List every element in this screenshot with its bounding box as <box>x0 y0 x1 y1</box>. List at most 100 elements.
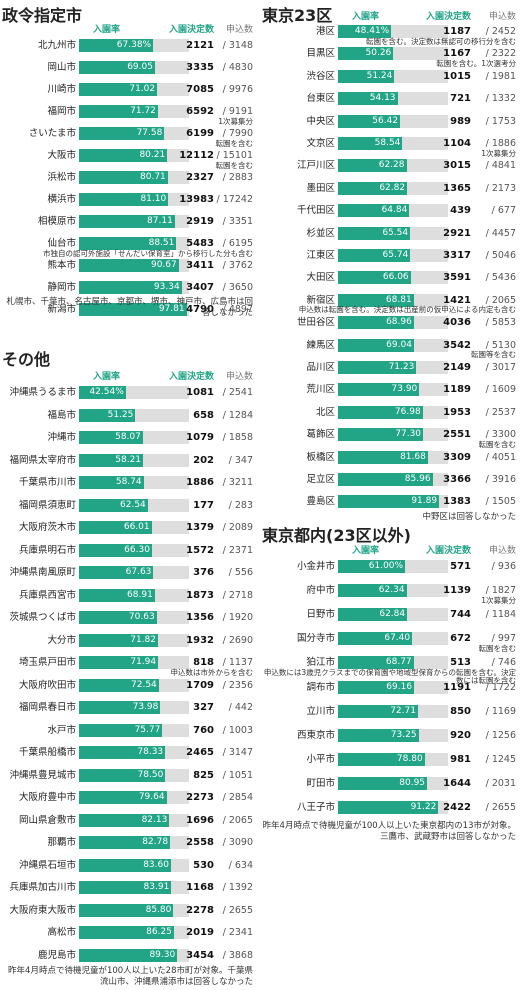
rate-bar <box>338 137 403 150</box>
rate-bar <box>79 903 174 917</box>
row-note: 申込数は転園を含む。決定数は出産前の仮申込による内定も含む <box>298 305 516 315</box>
application-count: 2065 <box>223 814 253 827</box>
application-count: 5046 <box>486 249 516 262</box>
decided-count: 3366 <box>443 474 471 485</box>
rate-bar <box>79 386 126 399</box>
row-label: 新潟市 <box>47 304 76 315</box>
application-count: 2173 <box>486 182 516 195</box>
rate-label: 82.13 <box>141 814 168 825</box>
application-count: 6195 <box>223 237 253 250</box>
rate-label: 70.63 <box>128 612 155 622</box>
rate-bar <box>338 776 428 790</box>
rate-bar <box>79 281 182 294</box>
row-label: 大阪府吹田市 <box>18 679 76 691</box>
rate-bar <box>338 383 420 397</box>
decided-count: 12112 <box>179 150 214 161</box>
row-label: 小平市 <box>306 753 335 765</box>
application-count: 746 <box>492 656 516 669</box>
rate-label: 72.71 <box>390 705 416 716</box>
rate-bar <box>338 428 424 442</box>
rate-bar <box>338 47 394 61</box>
application-count: 347 <box>229 454 253 467</box>
row-label: 鹿児島市 <box>37 949 76 961</box>
decided-count: 2121 <box>186 40 214 51</box>
row-label: 八王子市 <box>296 802 335 813</box>
rate-bar <box>338 704 418 718</box>
row-label: さいたま市 <box>28 128 76 139</box>
rate-label: 81.10 <box>140 194 167 204</box>
rate-bar <box>338 361 417 374</box>
rate-bar <box>338 226 411 240</box>
row-label: 福岡県春日市 <box>18 702 76 713</box>
row-label: 茨城県つくば市 <box>9 612 76 623</box>
application-count: 5436 <box>486 271 516 284</box>
decided-count: 2278 <box>186 904 214 916</box>
decided-count: 1139 <box>443 585 471 597</box>
application-count: 1332 <box>486 92 516 105</box>
rate-bar <box>338 92 398 106</box>
row-label: 横浜市 <box>47 194 76 205</box>
rate-label: 50.26 <box>365 48 392 59</box>
rate-label: 83.60 <box>143 859 169 870</box>
section-title: 政令指定市 <box>2 6 83 25</box>
rate-bar <box>79 543 152 557</box>
rate-bar <box>79 791 167 804</box>
decided-count: 2465 <box>186 747 214 758</box>
rate-bar <box>79 127 165 140</box>
rate-label: 61.00% <box>368 561 404 571</box>
column-header: 入園決定数 <box>425 546 471 556</box>
decided-count: 2921 <box>443 227 471 239</box>
rate-label: 71.02 <box>129 84 156 94</box>
decided-count: 3591 <box>443 272 471 284</box>
row-label: 沖縄県うるま市 <box>9 387 76 398</box>
decided-count: 3309 <box>443 451 471 463</box>
decided-count: 3317 <box>443 250 471 261</box>
rate-bar <box>338 473 433 486</box>
rate-label: 71.94 <box>130 657 157 667</box>
column-header: 申込数 <box>225 372 253 382</box>
rate-label: 65.54 <box>382 227 409 238</box>
row-label: 小金井市 <box>296 561 335 572</box>
row-label: 大阪府豊中市 <box>18 792 76 803</box>
rate-bar <box>79 193 169 206</box>
row-label: 荒川区 <box>306 384 335 396</box>
rate-bar <box>79 521 152 534</box>
rate-label: 68.91 <box>127 589 153 600</box>
decided-count: 1644 <box>443 777 471 789</box>
decided-count: 2919 <box>186 216 214 227</box>
application-count: 2718 <box>223 589 253 602</box>
rate-label: 67.63 <box>125 567 152 577</box>
decided-count: 202 <box>193 454 214 466</box>
application-count: 3090 <box>223 836 253 849</box>
row-label: 水戸市 <box>47 724 76 736</box>
row-label: 港区 <box>315 26 335 37</box>
decided-count: 5483 <box>186 238 214 249</box>
rate-label: 80.71 <box>140 172 166 182</box>
row-label: 北九州市 <box>37 40 76 51</box>
row-label: 目黒区 <box>306 48 335 60</box>
row-label: 福岡県太宰府市 <box>9 454 76 466</box>
column-header: 入園率 <box>93 372 121 382</box>
decided-count: 571 <box>450 561 471 572</box>
column-header: 入園率 <box>352 546 380 556</box>
rate-bar <box>79 768 166 782</box>
decided-count: 1383 <box>443 496 471 508</box>
rate-label: 78.33 <box>137 747 164 757</box>
application-count: 9976 <box>223 83 253 96</box>
rate-label: 62.84 <box>379 609 406 620</box>
rate-label: 78.50 <box>137 769 164 780</box>
rate-bar <box>338 560 406 573</box>
row-label: 杉並区 <box>306 227 335 239</box>
application-count: 1981 <box>486 70 516 83</box>
rate-bar <box>79 408 136 422</box>
row-label: 兵庫県加古川市 <box>9 882 76 893</box>
section-title: その他 <box>2 350 51 369</box>
row-label: 兵庫県明石市 <box>18 544 76 556</box>
rate-label: 54.13 <box>369 93 396 104</box>
application-count: 283 <box>229 499 253 512</box>
rate-bar <box>338 69 395 83</box>
row-label: 福岡県須恵町 <box>18 499 76 511</box>
application-count: 4897 <box>223 303 253 316</box>
rate-bar <box>79 746 166 759</box>
rate-bar <box>79 678 159 692</box>
